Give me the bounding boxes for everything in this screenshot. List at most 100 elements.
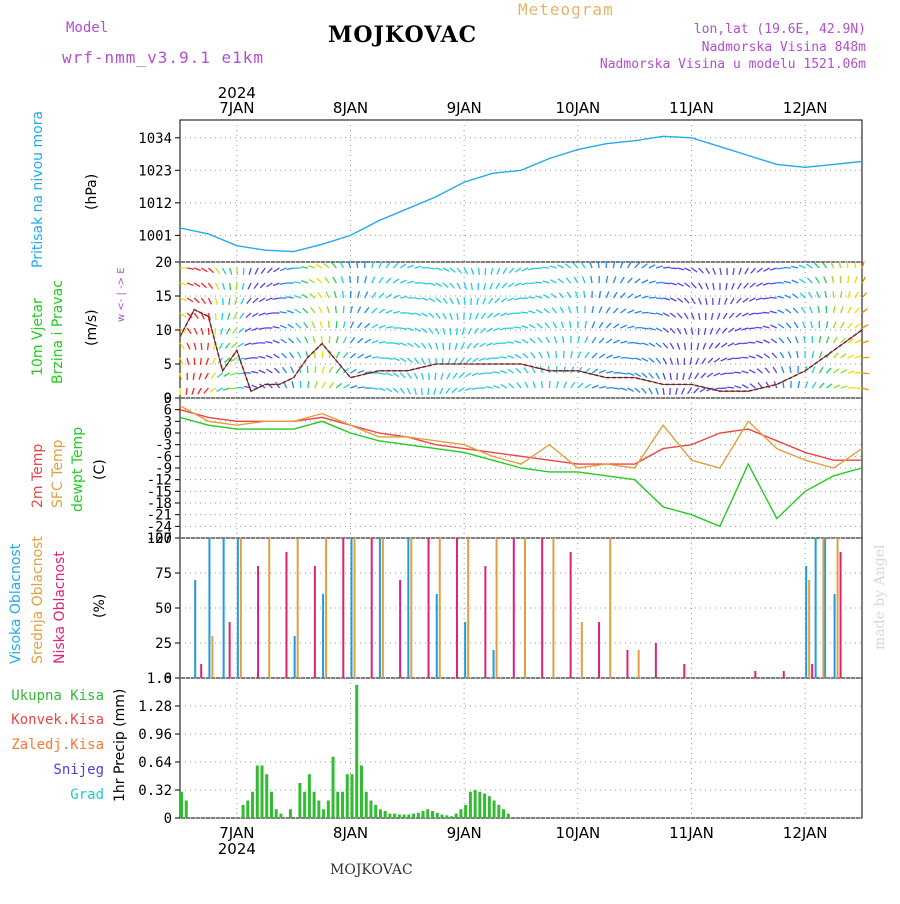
wind-arrow (628, 278, 633, 283)
bar-precip-0 (403, 815, 406, 819)
wind-arrow (834, 321, 836, 328)
wind-arrow (221, 328, 223, 335)
wind-arrow (663, 358, 667, 364)
wind-arrow (649, 358, 654, 362)
wind-arrow (699, 283, 703, 289)
wind-arrow (324, 263, 329, 268)
bar-precip-0 (450, 816, 453, 818)
wind-arrow (322, 351, 323, 358)
bar-clouds-2 (626, 650, 628, 678)
wind-arrow (620, 325, 626, 328)
wind-arrow (591, 276, 592, 283)
dewpt-label: dewpt Temp (70, 427, 86, 512)
bar-precip-0 (459, 809, 462, 818)
wind-arrow (781, 366, 783, 373)
wind-arrow (522, 340, 528, 343)
wind-arrow (592, 337, 596, 343)
wind-arrow (232, 343, 237, 348)
wind-arrow (585, 384, 591, 388)
wind-arrow (561, 321, 563, 328)
wind-arrow (780, 352, 784, 358)
wind-arrow (524, 368, 528, 373)
wind-arrow (620, 293, 625, 298)
wind-arrow (535, 268, 542, 269)
wind-arrow (692, 328, 693, 335)
wind-arrow (487, 328, 493, 332)
wind-arrow (635, 358, 642, 360)
wind-arrow (656, 373, 659, 379)
series-line-temperature-1 (180, 406, 862, 468)
wind-arrow (393, 263, 398, 268)
wind-arrow (194, 268, 201, 271)
wind-arrow (542, 267, 549, 268)
wind-arrow (855, 388, 862, 389)
model-label: Model (66, 20, 108, 36)
bar-clouds-1 (439, 538, 441, 678)
wind-arrow (862, 293, 866, 298)
bar-clouds-1 (638, 650, 640, 678)
wind-arrow (862, 357, 869, 358)
wind-arrow (772, 353, 777, 358)
chart-title: Meteogram (518, 0, 614, 19)
bar-clouds-2 (513, 538, 515, 678)
wind-arrow (628, 326, 635, 328)
wind-arrow (365, 307, 369, 313)
wind-arrow (700, 388, 706, 392)
ytick-label-precip: 0.32 (138, 783, 172, 799)
wind-arrow (351, 353, 356, 358)
wind-arrow (550, 266, 557, 268)
wind-arrow (242, 283, 244, 290)
wind-arrow (226, 328, 229, 334)
ytick-label-clouds: 25 (155, 636, 172, 652)
bar-precip-0 (440, 815, 443, 819)
wind-arrow (493, 343, 500, 345)
wind-arrow (717, 313, 720, 320)
bar-clouds-2 (200, 664, 202, 678)
wind-arrow (508, 283, 514, 287)
bar-clouds-0 (379, 538, 381, 678)
wind-arrow (514, 327, 521, 328)
wind-arrow (393, 373, 399, 377)
wind-arrow (208, 283, 212, 289)
wind-arrow (341, 276, 343, 283)
wind-arrow (787, 337, 791, 343)
wind-arrow (217, 373, 222, 377)
wind-arrow (536, 310, 542, 313)
wind-arrow (514, 298, 521, 300)
wind-arrow (343, 352, 347, 358)
wind-arrow (476, 313, 479, 319)
wind-arrow (719, 298, 720, 305)
wind-arrow (422, 343, 426, 349)
bar-clouds-1 (211, 636, 213, 678)
wind-arrow (770, 283, 777, 284)
wind-arrow (386, 327, 393, 328)
ytick-label-precip: 1.28 (138, 699, 172, 715)
wind-arrow (749, 356, 756, 358)
wind-arrow (656, 358, 661, 363)
wind-arrow (329, 367, 332, 373)
wind-arrow (649, 313, 656, 314)
mid-cloud-label: Srednja Oblacnost (30, 536, 46, 664)
wind-arrow (807, 264, 813, 268)
wind-arrow (215, 328, 216, 335)
wind-arrow (358, 338, 363, 343)
bar-precip-0 (464, 805, 467, 818)
wind-arrow (393, 295, 399, 298)
wind-arrow (208, 298, 211, 304)
wind-arrow (237, 373, 244, 374)
bar-clouds-1 (297, 538, 299, 678)
xtick-top-label: 9JAN (447, 99, 482, 117)
wind-arrow (297, 337, 301, 343)
wind-arrow (663, 267, 670, 268)
wind-arrow (739, 268, 741, 275)
bar-precip-0 (474, 790, 477, 818)
wind-arrow (756, 283, 762, 286)
bar-precip-0 (374, 805, 377, 818)
wind-arrow (714, 358, 720, 362)
wind-arrow (749, 313, 756, 315)
wind-arrow (528, 297, 535, 298)
wind-arrow (841, 322, 845, 328)
wind-arrow (729, 313, 734, 318)
wind-arrow (457, 313, 458, 320)
wind-arrow (723, 313, 727, 319)
